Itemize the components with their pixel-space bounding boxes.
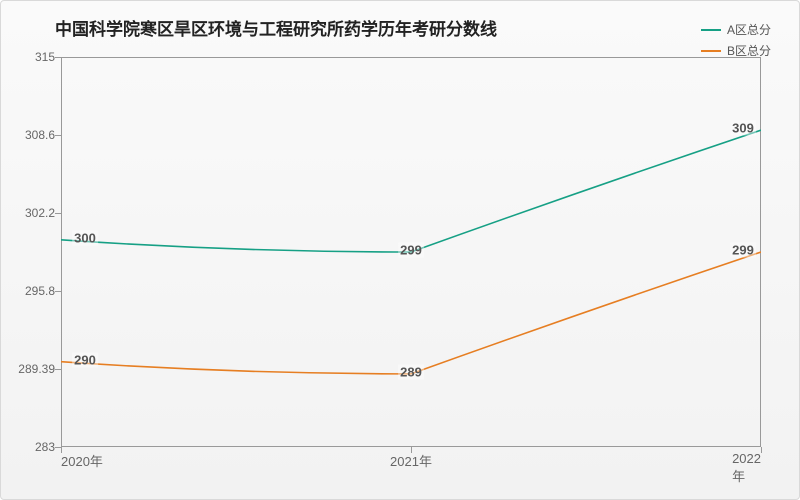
line-series-b	[61, 252, 761, 374]
legend-swatch-a	[701, 29, 721, 31]
legend-label-a: A区总分	[727, 21, 771, 38]
y-tick	[55, 291, 61, 292]
legend-swatch-b	[701, 50, 721, 52]
y-tick	[55, 135, 61, 136]
data-label: 289	[398, 364, 424, 379]
y-tick	[55, 213, 61, 214]
legend-item-a: A区总分	[701, 21, 771, 38]
chart-container: 中国科学院寒区旱区环境与工程研究所药学历年考研分数线 A区总分 B区总分 283…	[0, 0, 800, 500]
y-tick	[55, 369, 61, 370]
line-series-a	[61, 130, 761, 252]
y-tick-label: 308.6	[25, 128, 55, 142]
data-label: 290	[72, 352, 98, 367]
data-label: 299	[398, 243, 424, 258]
y-tick-label: 283	[35, 440, 55, 454]
y-tick	[55, 57, 61, 58]
chart-title: 中国科学院寒区旱区环境与工程研究所药学历年考研分数线	[55, 15, 497, 40]
y-tick-label: 302.2	[25, 206, 55, 220]
x-tick	[411, 447, 412, 453]
data-label: 299	[730, 243, 756, 258]
x-tick-label: 2020年	[61, 451, 103, 470]
y-tick-label: 315	[35, 50, 55, 64]
x-tick	[761, 447, 762, 453]
data-label: 309	[730, 121, 756, 136]
y-tick-label: 295.8	[25, 284, 55, 298]
x-tick-label: 2022年	[732, 451, 761, 485]
plot-area: 283289.39295.8302.2308.63152020年2021年202…	[61, 57, 761, 447]
data-label: 300	[72, 230, 98, 245]
x-tick-label: 2021年	[390, 451, 432, 470]
x-tick	[61, 447, 62, 453]
y-tick-label: 289.39	[18, 362, 55, 376]
